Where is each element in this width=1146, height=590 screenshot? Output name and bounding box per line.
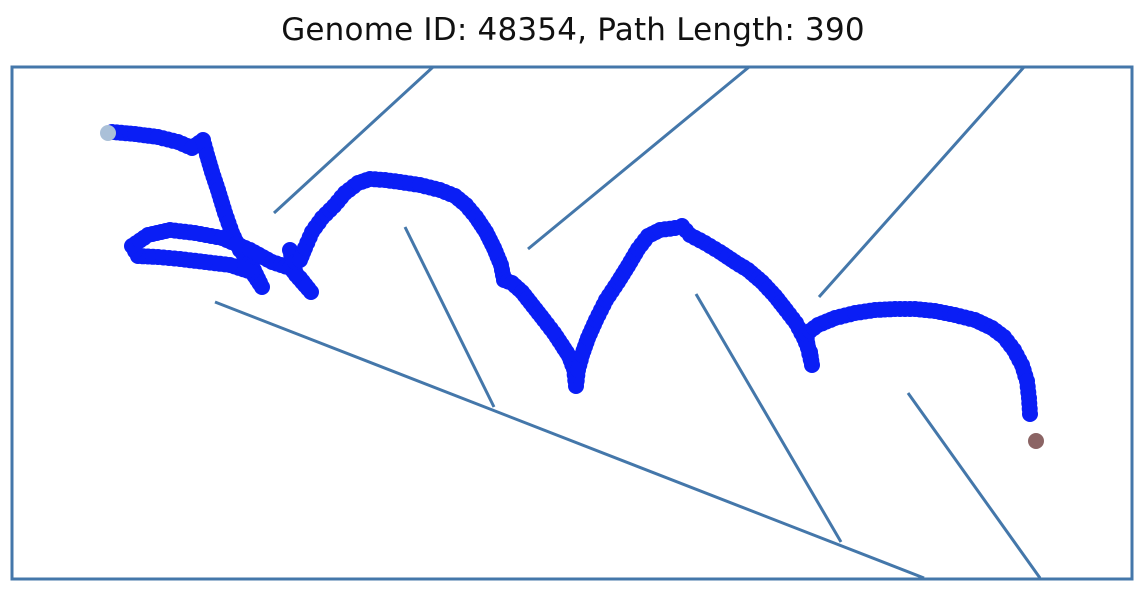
agent-path (104, 124, 1038, 422)
end-point (1028, 433, 1044, 449)
maze-border (10, 65, 1134, 581)
figure-title: Genome ID: 48354, Path Length: 390 (281, 12, 865, 48)
path-point (1022, 406, 1038, 422)
maze-wall-segment (403, 226, 496, 408)
maze-walls (10, 65, 1134, 581)
path-markers (100, 125, 1044, 449)
maze-wall-segment (817, 66, 1026, 298)
maze-wall-segment (272, 65, 435, 215)
start-point (100, 125, 116, 141)
maze-wall-segment (214, 300, 925, 580)
maze-wall-segment (527, 65, 750, 251)
maze-wall-segment (906, 392, 1042, 579)
maze-wall-segment (694, 293, 843, 543)
